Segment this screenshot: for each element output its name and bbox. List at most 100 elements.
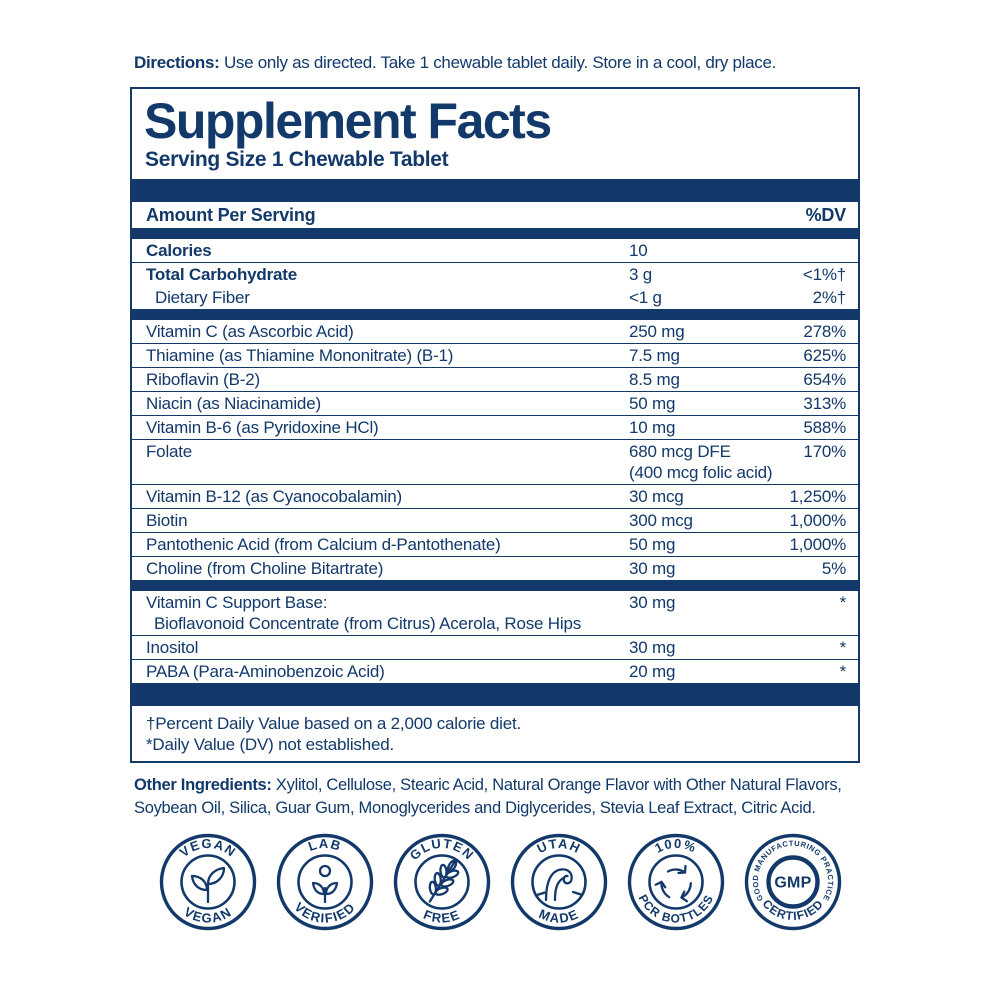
table-row: Vitamin C (as Ascorbic Acid) 250 mg 278% (132, 320, 858, 344)
nutrient-name: Niacin (as Niacinamide) (146, 394, 321, 413)
supplement-facts-panel: Supplement Facts Serving Size 1 Chewable… (130, 87, 860, 763)
nutrient-amount: 250 mg (629, 322, 685, 341)
nutrient-name: Vitamin C (as Ascorbic Acid) (146, 322, 354, 341)
table-row: Vitamin B-6 (as Pyridoxine HCl) 10 mg 588… (132, 416, 858, 440)
gmp-monogram: GMP (774, 875, 811, 892)
svg-text:CERTIFIED: CERTIFIED (759, 897, 826, 923)
divider-bar-thin (132, 309, 858, 320)
footnotes: †Percent Daily Value based on a 2,000 ca… (132, 706, 858, 761)
nutrient-dv: 313% (803, 394, 846, 413)
badge-pcr-bottles: 100% PCR BOTTLES (626, 832, 726, 932)
nutrient-dv: 1,000% (789, 535, 847, 554)
table-row: PABA (Para-Aminobenzoic Acid) 20 mg * (132, 660, 858, 683)
nutrient-dv: 170% (803, 442, 846, 461)
divider-bar-thick (132, 179, 858, 202)
nutrient-name: Thiamine (as Thiamine Mononitrate) (B-1) (146, 346, 454, 365)
svg-text:GOOD MANUFACTURING PRACTICE: GOOD MANUFACTURING PRACTICE (750, 839, 834, 903)
nutrient-amount: 30 mg (629, 559, 676, 578)
sprout-icon (190, 866, 225, 904)
table-row: Thiamine (as Thiamine Mononitrate) (B-1)… (132, 344, 858, 368)
nutrient-amount: 10 mg (629, 418, 676, 437)
badge-bottom-text: MADE (536, 906, 579, 926)
other-ingredients-body: Xylitol, Cellulose, Stearic Acid, Natura… (134, 776, 842, 817)
divider-bar-thin (132, 228, 858, 239)
nutrient-name: PABA (Para-Aminobenzoic Acid) (146, 662, 385, 681)
nutrient-name: Inositol (146, 638, 199, 657)
nutrient-name: Choline (from Choline Bitartrate) (146, 559, 384, 578)
panel-title: Supplement Facts (144, 93, 552, 149)
badge-utah-made: UTAH MADE (509, 832, 609, 932)
table-row: Dietary Fiber <1 g 2%† (132, 286, 858, 309)
badge-bottom-text: FREE (421, 907, 461, 926)
badge-top-text: GOOD MANUFACTURING PRACTICE (750, 839, 834, 903)
badge-gluten-free: GLUTEN FREE (392, 832, 492, 932)
table-row: Biotin 300 mcg 1,000% (132, 509, 858, 533)
svg-text:LAB: LAB (306, 836, 343, 854)
nutrient-name: Calories (146, 241, 212, 260)
nutrient-name: Dietary Fiber (155, 288, 250, 307)
badge-top-text: 100% (652, 836, 697, 856)
badge-top-text: LAB (306, 836, 342, 854)
nutrient-amount: 30 mcg (629, 487, 684, 506)
nutrient-dv: * (839, 638, 847, 657)
svg-text:MADE: MADE (536, 906, 581, 926)
recycle-icon (654, 864, 692, 903)
svg-text:100%: 100% (652, 836, 699, 856)
table-row: Folate 680 mcg DFE (400 mcg folic acid) 1… (132, 440, 858, 485)
nutrient-dv: 625% (803, 346, 846, 365)
nutrient-amount: 50 mg (629, 535, 676, 554)
table-row: Niacin (as Niacinamide) 50 mg 313% (132, 392, 858, 416)
directions-text: Directions: Use only as directed. Take 1… (134, 52, 860, 74)
amount-per-serving-header: Amount Per Serving (146, 205, 316, 225)
nutrient-dv: 5% (821, 559, 846, 578)
arch-icon (535, 868, 582, 902)
serving-size: Serving Size 1 Chewable Tablet (145, 148, 449, 171)
nutrient-amount: 680 mcg DFE (400 mcg folic acid) (629, 442, 773, 482)
nutrient-name: Vitamin B-12 (as Cyanocobalamin) (146, 487, 402, 506)
divider-bar-thick (132, 683, 858, 706)
nutrient-dv: 1,000% (789, 511, 847, 530)
divider-bar-thin (132, 580, 858, 591)
certification-badges-row: VEGAN VEGAN LAB VERIFIED (0, 832, 1000, 932)
table-row: Riboflavin (B-2) 8.5 mg 654% (132, 368, 858, 392)
nutrient-amount: 8.5 mg (629, 370, 680, 389)
badge-lab-verified: LAB VERIFIED (275, 832, 375, 932)
dv-header: %DV (805, 205, 847, 225)
nutrient-name: Folate (146, 442, 193, 461)
nutrient-dv: 654% (803, 370, 846, 389)
table-row: Total Carbohydrate 3 g <1%† (132, 263, 858, 286)
other-ingredients-label: Other Ingredients: (134, 776, 272, 794)
nutrient-amount: 30 mg (629, 638, 676, 657)
table-row: Pantothenic Acid (from Calcium d-Pantoth… (132, 533, 858, 557)
nutrient-amount: 3 g (629, 265, 653, 284)
nutrient-name: Biotin (146, 511, 188, 530)
nutrient-amount: <1 g (629, 288, 662, 307)
nutrient-name: Pantothenic Acid (from Calcium d-Pantoth… (146, 535, 501, 554)
nutrient-amount: 7.5 mg (629, 346, 680, 365)
nutrient-name: Riboflavin (B-2) (146, 370, 260, 389)
nutrient-amount: 10 (629, 241, 648, 260)
svg-text:VEGAN: VEGAN (181, 904, 234, 926)
other-ingredients: Other Ingredients: Xylitol, Cellulose, S… (134, 774, 860, 819)
badge-gmp-certified: GOOD MANUFACTURING PRACTICE CERTIFIED GM… (743, 832, 843, 932)
table-row: Inositol 30 mg * (132, 636, 858, 660)
nutrient-name: Vitamin B-6 (as Pyridoxine HCl) (146, 418, 379, 437)
svg-text:GLUTEN: GLUTEN (406, 836, 477, 863)
nutrient-amount: 50 mg (629, 394, 676, 413)
seedling-person-icon (311, 864, 338, 904)
directions-label: Directions: (134, 53, 220, 72)
label-main-column: Directions: Use only as directed. Take 1… (130, 52, 860, 819)
badge-bottom-text: CERTIFIED (759, 897, 825, 923)
badge-vegan: VEGAN VEGAN (158, 832, 258, 932)
footnote-dv-not-established: *Daily Value (DV) not established. (146, 735, 395, 754)
nutrient-dv: 278% (803, 322, 846, 341)
table-row: Choline (from Choline Bitartrate) 30 mg 5… (132, 557, 858, 580)
nutrient-amount: 20 mg (629, 662, 676, 681)
table-row: Calories 10 (132, 239, 858, 263)
table-header-row: Amount Per Serving %DV (132, 202, 858, 228)
nutrient-dv: * (839, 593, 847, 612)
directions-body: Use only as directed. Take 1 chewable ta… (223, 53, 777, 72)
badge-bottom-text: VEGAN (181, 904, 233, 926)
badge-top-text: GLUTEN (406, 836, 475, 863)
